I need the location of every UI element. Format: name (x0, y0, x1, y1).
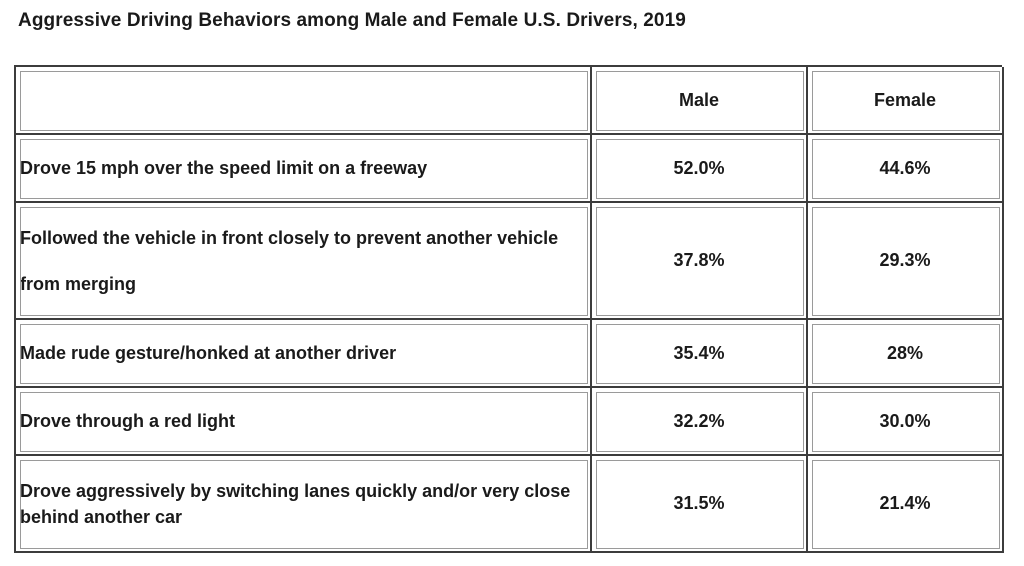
data-table: Male Female Drove 15 mph over the speed … (14, 65, 1004, 553)
male-value: 52.0% (592, 135, 808, 203)
female-value: 21.4% (808, 456, 1004, 553)
male-value: 37.8% (592, 203, 808, 320)
female-value: 28% (808, 320, 1004, 388)
row-label: Made rude gesture/honked at another driv… (16, 320, 592, 388)
female-value: 29.3% (808, 203, 1004, 320)
row-label: Drove through a red light (16, 388, 592, 456)
female-value: 30.0% (808, 388, 1004, 456)
male-value: 32.2% (592, 388, 808, 456)
female-value: 44.6% (808, 135, 1004, 203)
page-title: Aggressive Driving Behaviors among Male … (18, 10, 686, 31)
male-value: 31.5% (592, 456, 808, 553)
header-cell-female: Female (808, 67, 1004, 135)
header-cell-empty (16, 67, 592, 135)
header-cell-male: Male (592, 67, 808, 135)
male-value: 35.4% (592, 320, 808, 388)
row-label: Followed the vehicle in front closely to… (16, 203, 592, 320)
row-label: Drove aggressively by switching lanes qu… (16, 456, 592, 553)
row-label: Drove 15 mph over the speed limit on a f… (16, 135, 592, 203)
